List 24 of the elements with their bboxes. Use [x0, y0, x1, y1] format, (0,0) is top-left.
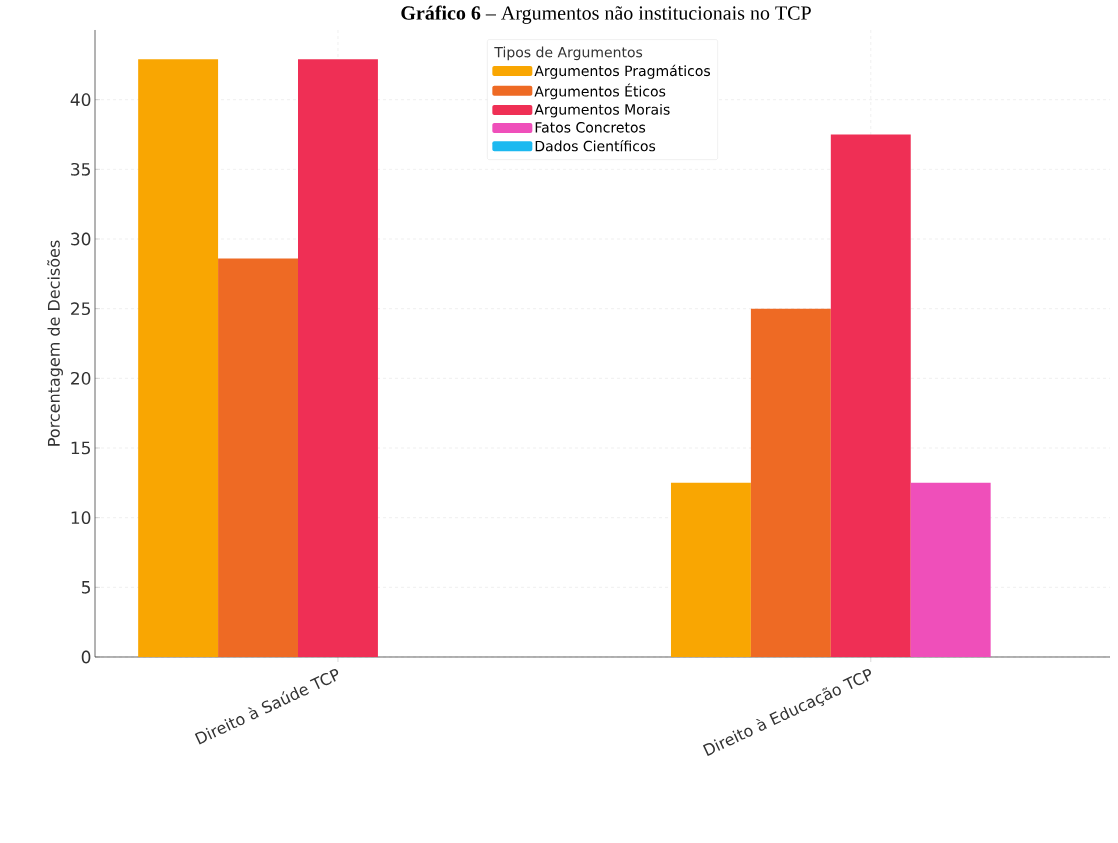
bar [670, 482, 751, 657]
chart-title: Gráfico 6 – Argumentos não institucionais no TCP [401, 5, 811, 24]
legend-label: Dados Científicos [535, 139, 656, 152]
y-tick-label: 5 [81, 581, 90, 594]
bar [218, 258, 299, 657]
y-tick-label: 30 [71, 232, 91, 246]
y-axis-title: Porcentagem de Decisões [47, 240, 63, 446]
bar [750, 308, 831, 657]
legend-label: Argumentos Morais [534, 103, 670, 118]
y-tick-label: 10 [71, 511, 91, 525]
y-tick-label: 35 [71, 162, 90, 176]
bar [138, 59, 219, 657]
legend-label: Fatos Concretos [535, 122, 646, 133]
legend-title: Tipos de Argumentos [494, 46, 643, 61]
y-tick-label: 0 [81, 650, 91, 664]
legend-label: Argumentos Éticos [534, 83, 666, 100]
y-tick-label: 15 [71, 441, 90, 455]
y-tick-label: 25 [71, 302, 90, 316]
bar [298, 59, 378, 657]
y-tick-label: 40 [70, 93, 91, 107]
bar [910, 482, 991, 657]
bar [830, 134, 911, 657]
legend-label: Argumentos Pragmáticos [534, 64, 711, 79]
y-tick-label: 20 [71, 371, 91, 385]
